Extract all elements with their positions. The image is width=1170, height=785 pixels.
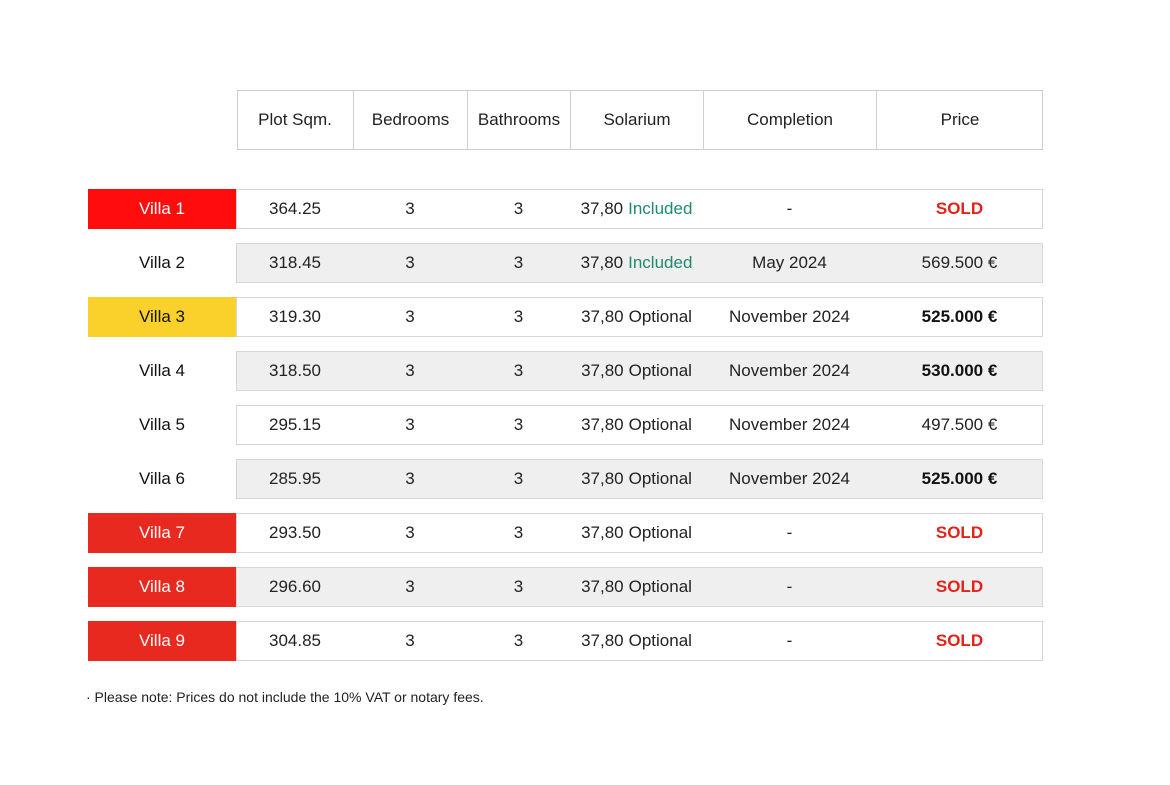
bathrooms: 3 — [513, 469, 524, 488]
villa-name: Villa 1 — [88, 189, 237, 229]
plot: 319.30 — [269, 307, 321, 326]
plot: 285.95 — [269, 469, 321, 488]
solarium-cell: 37,80 Optional — [570, 405, 703, 445]
price: 569.500 € — [921, 253, 998, 272]
solarium-option: Optional — [628, 631, 692, 650]
price: 530.000 € — [921, 361, 998, 380]
solarium-cell: 37,80 Optional — [570, 351, 703, 391]
price: 525.000 € — [921, 307, 998, 326]
bedrooms: 3 — [405, 631, 415, 650]
note: · Please note: Prices do not include the… — [86, 689, 484, 705]
row-shade — [237, 568, 1042, 606]
plot: 318.45 — [269, 253, 321, 272]
completion: - — [786, 577, 793, 596]
villa-name: Villa 9 — [88, 621, 237, 661]
bathrooms: 3 — [513, 577, 524, 596]
solarium-option: Optional — [628, 523, 692, 542]
villa-name: Villa 2 — [88, 243, 237, 283]
solarium-cell: 37,80 Optional — [570, 297, 703, 337]
header-cell: Bathrooms — [467, 90, 570, 150]
villa-name: Villa 7 — [88, 513, 237, 553]
plot: 293.50 — [269, 523, 321, 542]
solarium-area: 37,80 — [581, 361, 624, 380]
bathrooms: 3 — [513, 523, 524, 542]
solarium-option: Included — [628, 253, 693, 272]
price: SOLD — [935, 523, 984, 542]
bathrooms: 3 — [513, 307, 524, 326]
villa-name: Villa 6 — [88, 459, 237, 499]
solarium-area: 37,80 — [581, 469, 624, 488]
solarium-cell: 37,80 Optional — [570, 567, 703, 607]
plot: 296.60 — [269, 577, 321, 596]
bathrooms: 3 — [513, 253, 524, 272]
bathrooms: 3 — [513, 199, 524, 218]
solarium-area: 37,80 — [580, 253, 624, 272]
solarium-cell: 37,80 Included — [570, 243, 703, 283]
bedrooms: 3 — [405, 415, 415, 434]
plot: 304.85 — [269, 631, 321, 650]
solarium-option: Included — [628, 199, 693, 218]
plot: 318.50 — [269, 361, 321, 380]
solarium-option: Optional — [628, 415, 692, 434]
solarium-option: Optional — [628, 361, 692, 380]
completion: - — [786, 199, 793, 218]
villa-name: Villa 4 — [88, 351, 237, 391]
row-shade — [237, 352, 1042, 390]
solarium-option: Optional — [628, 469, 692, 488]
solarium-area: 37,80 — [581, 307, 624, 326]
completion: November 2024 — [729, 361, 850, 380]
bedrooms: 3 — [405, 361, 415, 380]
bathrooms: 3 — [513, 361, 524, 380]
solarium-cell: 37,80 Optional — [570, 459, 703, 499]
bedrooms: 3 — [405, 307, 415, 326]
header-cell: Solarium — [570, 90, 703, 150]
bedrooms: 3 — [405, 469, 415, 488]
price: SOLD — [935, 199, 984, 218]
price: SOLD — [935, 631, 984, 650]
solarium-area: 37,80 — [581, 415, 624, 434]
header-cell: Price — [876, 90, 1043, 150]
completion: November 2024 — [729, 415, 850, 434]
solarium-cell: 37,80 Included — [570, 189, 703, 229]
header-cell: Plot Sqm. — [258, 110, 332, 129]
solarium-area: 37,80 — [581, 631, 624, 650]
solarium-area: 37,80 — [581, 523, 624, 542]
solarium-option: Optional — [628, 577, 692, 596]
bedrooms: 3 — [405, 199, 415, 218]
solarium-option: Optional — [628, 307, 692, 326]
completion: - — [786, 631, 793, 650]
villa-name: Villa 8 — [88, 567, 237, 607]
plot: 364.25 — [269, 199, 321, 218]
completion: - — [786, 523, 793, 542]
bedrooms: 3 — [405, 577, 415, 596]
price: 525.000 € — [921, 469, 998, 488]
row-shade — [237, 460, 1042, 498]
completion: November 2024 — [729, 469, 850, 488]
bedrooms: 3 — [405, 253, 415, 272]
price: SOLD — [935, 577, 984, 596]
header-cell: Completion — [703, 90, 876, 150]
completion: November 2024 — [729, 307, 850, 326]
bathrooms: 3 — [513, 415, 524, 434]
solarium-area: 37,80 — [581, 577, 624, 596]
header-cell: Bedrooms — [353, 90, 467, 150]
row-shade — [237, 244, 1042, 282]
completion: May 2024 — [752, 253, 827, 272]
header-box — [237, 90, 1043, 150]
solarium-cell: 37,80 Optional — [570, 621, 703, 661]
bedrooms: 3 — [405, 523, 415, 542]
solarium-area: 37,80 — [580, 199, 624, 218]
solarium-cell: 37,80 Optional — [570, 513, 703, 553]
villa-name: Villa 5 — [88, 405, 237, 445]
plot: 295.15 — [269, 415, 321, 434]
price: 497.500 € — [921, 415, 998, 434]
villa-name: Villa 3 — [88, 297, 237, 337]
bathrooms: 3 — [513, 631, 524, 650]
